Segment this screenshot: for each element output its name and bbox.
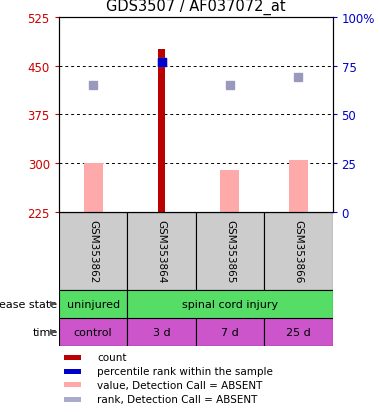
Text: GSM353866: GSM353866 (293, 220, 303, 283)
Bar (59, 290, 127, 318)
Text: disease state: disease state (0, 299, 57, 309)
Bar (127, 318, 196, 346)
Text: control: control (74, 327, 112, 337)
Text: 7 d: 7 d (221, 327, 239, 337)
Text: time: time (32, 327, 57, 337)
Text: percentile rank within the sample: percentile rank within the sample (97, 366, 273, 376)
Bar (220, 170, 239, 212)
Bar (127, 290, 332, 318)
Bar (59, 318, 127, 346)
Text: GSM353865: GSM353865 (225, 220, 235, 283)
Bar (64, 397, 81, 402)
Text: value, Detection Call = ABSENT: value, Detection Call = ABSENT (97, 380, 263, 390)
Bar (84, 164, 103, 212)
Text: uninjured: uninjured (66, 299, 120, 309)
Bar (289, 161, 308, 212)
Bar (59, 212, 127, 290)
Text: 25 d: 25 d (286, 327, 311, 337)
Text: rank, Detection Call = ABSENT: rank, Detection Call = ABSENT (97, 394, 258, 404)
Text: GSM353864: GSM353864 (157, 220, 166, 283)
Bar (64, 355, 81, 360)
Bar (196, 212, 264, 290)
Title: GDS3507 / AF037072_at: GDS3507 / AF037072_at (106, 0, 285, 15)
Text: spinal cord injury: spinal cord injury (182, 299, 278, 309)
Bar (196, 318, 264, 346)
Bar (64, 382, 81, 387)
Bar (264, 318, 332, 346)
Text: GSM353862: GSM353862 (88, 220, 98, 283)
Text: count: count (97, 352, 127, 362)
Bar (127, 212, 196, 290)
Bar (264, 212, 332, 290)
Text: 3 d: 3 d (153, 327, 170, 337)
Bar (158, 50, 165, 212)
Bar (64, 369, 81, 374)
